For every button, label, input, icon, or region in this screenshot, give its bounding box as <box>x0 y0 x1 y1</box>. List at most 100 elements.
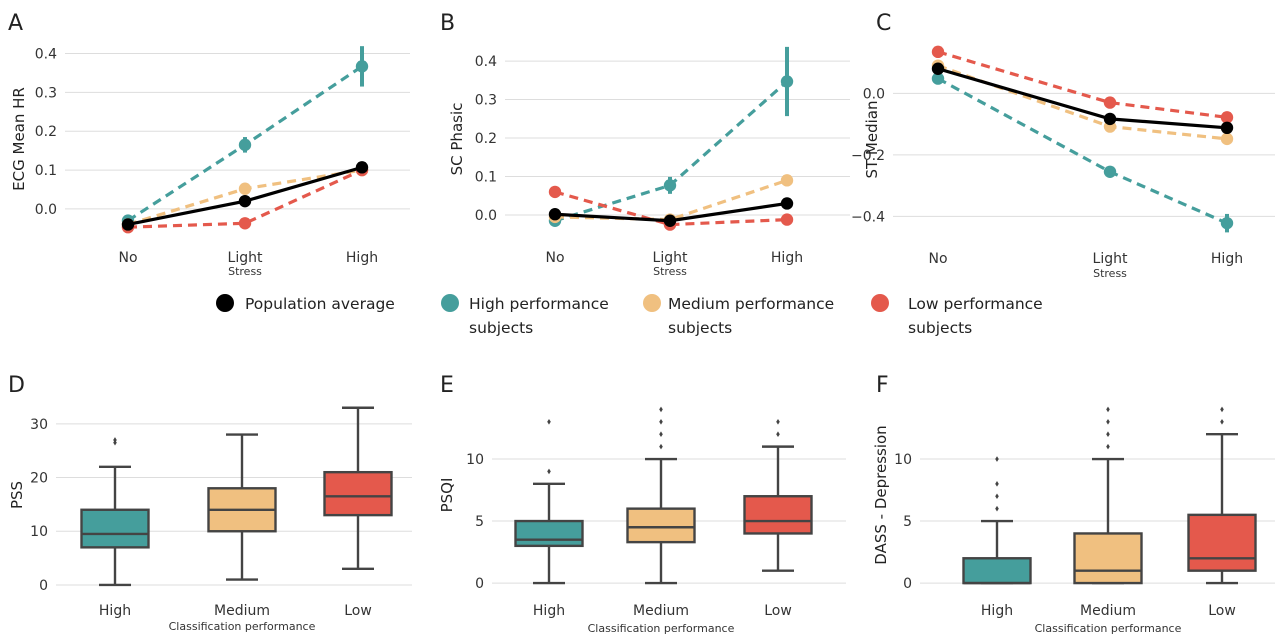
legend-marker-high <box>441 294 459 312</box>
y-tick-label: 0.0 <box>35 202 57 218</box>
box-medium <box>1073 532 1143 585</box>
panel-letter: B <box>440 11 455 36</box>
series-line-low <box>937 50 1228 119</box>
x-tick-label: High <box>99 603 131 619</box>
outlier-point <box>659 431 663 438</box>
legend-label-population: Population average <box>245 295 395 313</box>
y-tick-label: −0.4 <box>851 209 885 225</box>
y-tick-label: 0.0 <box>863 86 885 102</box>
outlier-point <box>995 493 999 500</box>
x-tick-label: Low <box>1208 603 1236 619</box>
outlier-point <box>1106 419 1110 425</box>
data-point-high <box>238 138 252 152</box>
y-tick-label: 0.2 <box>35 124 57 140</box>
outlier-point <box>1106 406 1110 413</box>
legend-label-high: subjects <box>469 319 533 337</box>
data-point-high <box>663 179 677 192</box>
y-tick-label: 0.1 <box>35 163 57 179</box>
outlier-point <box>659 419 663 425</box>
plot-area <box>65 38 410 240</box>
y-tick-label: 0.1 <box>475 170 497 186</box>
x-tick-label: Medium <box>214 603 270 619</box>
data-point-medium <box>1220 132 1234 146</box>
data-point-population <box>355 161 369 174</box>
x-tick-label: Medium <box>1080 603 1136 619</box>
data-point-population <box>1103 112 1117 126</box>
y-tick-label: 0.2 <box>475 131 497 147</box>
y-axis-label: PSQI <box>438 478 456 513</box>
data-point-medium <box>238 182 252 195</box>
x-tick-label: High <box>771 250 803 266</box>
outlier-point <box>1106 443 1110 450</box>
y-axis-label: ST Median <box>863 100 881 178</box>
data-point-high <box>780 75 794 88</box>
data-point-high <box>931 72 945 85</box>
data-point-low <box>931 45 945 59</box>
legend-marker-population <box>216 294 234 312</box>
y-tick-label: −0.2 <box>851 148 885 164</box>
data-point-medium <box>780 174 794 187</box>
x-axis-label: Stress <box>1093 267 1127 280</box>
y-tick-label: 0.4 <box>35 47 57 63</box>
panel-letter: A <box>8 11 23 36</box>
outlier-point <box>995 505 999 512</box>
outlier-point <box>547 419 551 425</box>
outlier-point <box>995 481 999 487</box>
data-point-high <box>1220 216 1234 230</box>
y-axis-label: DASS - Depression <box>872 425 890 564</box>
box-high <box>514 519 584 548</box>
x-axis-label: Classification performance <box>169 620 316 633</box>
legend-label-medium: Medium performance <box>668 295 834 313</box>
x-tick-label: Low <box>764 603 792 619</box>
y-tick-label: 20 <box>30 471 48 487</box>
x-axis-label: Classification performance <box>588 622 735 635</box>
x-tick-label: High <box>533 603 565 619</box>
outlier-point <box>1106 431 1110 438</box>
panel-e: 0 5 10 E PSQI High Medium Low Classification per… <box>438 373 846 635</box>
data-point-low <box>548 185 562 199</box>
x-axis-label: Stress <box>653 265 687 278</box>
panel-letter: D <box>8 373 25 398</box>
x-axis-label: Classification performance <box>1035 622 1182 635</box>
y-tick-label: 0.3 <box>475 93 497 109</box>
data-point-population <box>121 218 135 231</box>
panel-letter: C <box>876 11 891 36</box>
y-tick-label: 10 <box>30 524 48 540</box>
legend-marker-medium <box>643 294 661 312</box>
y-axis-label: SC Phasic <box>448 103 466 176</box>
data-point-population <box>548 208 562 221</box>
y-tick-label: 10 <box>466 452 484 468</box>
box-low <box>743 495 813 535</box>
y-tick-label: 0 <box>39 578 48 594</box>
panel-letter: F <box>876 373 889 398</box>
y-tick-label: 0 <box>903 576 912 592</box>
box-low <box>323 470 393 517</box>
box-high <box>80 508 150 549</box>
x-tick-label: Low <box>344 603 372 619</box>
panel-b: 0.0 0.1 0.2 0.3 0.4 B SC Phasic No Light High Stre… <box>440 11 850 278</box>
data-point-low <box>1220 111 1234 124</box>
data-point-population <box>780 197 794 210</box>
x-tick-label: No <box>928 251 947 267</box>
y-tick-label: 0 <box>475 576 484 592</box>
data-point-population <box>238 194 252 208</box>
outlier-point <box>659 443 663 450</box>
data-point-low <box>238 217 252 230</box>
x-tick-label: Light <box>1093 251 1128 267</box>
outlier-point <box>995 456 999 462</box>
panel-d: 0 10 20 30 D PSS High Medium Low Classification p… <box>8 373 412 633</box>
plot-area <box>505 38 850 240</box>
legend-label-low: subjects <box>908 319 972 337</box>
legend-marker-low <box>871 294 889 312</box>
y-tick-label: 0.0 <box>475 208 497 224</box>
y-tick-label: 30 <box>30 417 48 433</box>
outlier-point <box>776 431 780 438</box>
outlier-point <box>1220 406 1224 413</box>
outlier-point <box>659 406 663 413</box>
legend-label-high: High performance <box>469 295 609 313</box>
outlier-point <box>1220 419 1224 425</box>
x-tick-label: Light <box>228 250 263 266</box>
data-point-population <box>663 214 677 227</box>
legend-label-medium: subjects <box>668 319 732 337</box>
